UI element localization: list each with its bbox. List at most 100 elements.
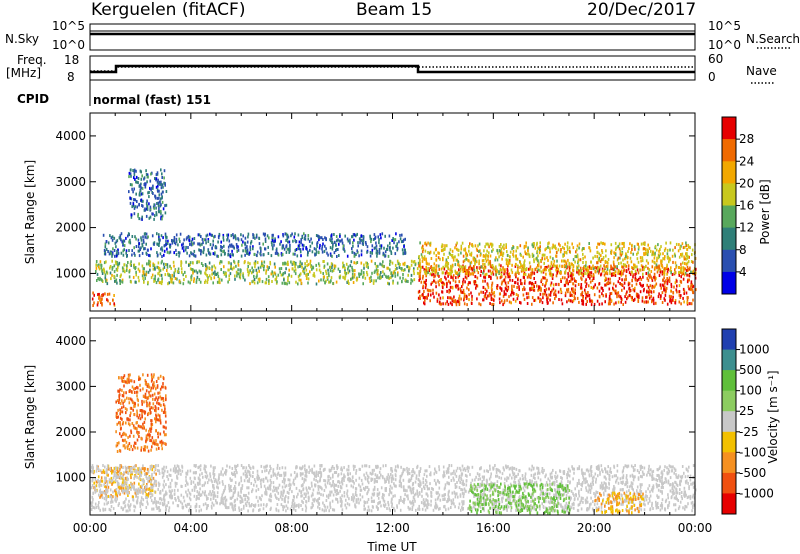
range-cell <box>549 269 552 273</box>
range-cell <box>252 279 255 283</box>
range-cell <box>605 254 607 258</box>
range-cell <box>460 265 463 269</box>
range-cell <box>498 270 500 274</box>
range-cell <box>635 282 638 286</box>
range-cell <box>529 281 531 285</box>
range-cell <box>482 290 484 294</box>
range-cell <box>142 498 145 502</box>
range-cell <box>427 293 430 297</box>
scatter-region-2 <box>128 168 168 221</box>
range-cell <box>117 263 120 267</box>
range-cell <box>385 247 388 251</box>
range-cell <box>207 238 210 241</box>
range-cell <box>552 245 555 249</box>
range-cell <box>97 293 99 297</box>
range-cell <box>114 254 116 258</box>
range-cell <box>346 254 349 258</box>
range-cell <box>364 276 367 280</box>
range-cell <box>548 268 550 272</box>
range-cell <box>157 431 160 435</box>
range-cell <box>456 271 459 275</box>
range-cell <box>104 479 106 483</box>
range-cell <box>136 421 138 424</box>
range-cell <box>423 268 426 272</box>
range-cell <box>121 417 123 421</box>
range-cell <box>687 255 689 259</box>
range-cell <box>124 446 126 450</box>
range-cell <box>583 265 586 269</box>
range-cell <box>366 273 369 277</box>
range-cell <box>148 404 151 408</box>
range-cell <box>425 260 428 264</box>
range-cell <box>331 254 333 258</box>
range-cell <box>390 252 393 255</box>
range-cell <box>360 261 363 265</box>
range-cell <box>148 216 151 220</box>
range-cell <box>485 253 487 257</box>
range-cell <box>378 241 380 245</box>
range-cell <box>143 469 146 473</box>
range-cell <box>148 202 150 206</box>
range-cell <box>596 245 598 249</box>
range-cell <box>672 248 674 252</box>
range-cell <box>484 273 486 277</box>
range-cell <box>457 495 459 499</box>
range-cell <box>447 256 449 259</box>
range-cell <box>652 484 655 488</box>
range-cell <box>566 278 568 282</box>
range-cell <box>362 282 364 286</box>
range-cell <box>600 254 602 258</box>
range-cell <box>188 239 191 243</box>
range-cell <box>572 287 574 291</box>
range-cell <box>129 414 131 418</box>
range-cell <box>146 384 149 388</box>
range-cell <box>572 290 575 294</box>
range-cell <box>553 259 556 263</box>
range-cell <box>295 248 298 251</box>
range-cell <box>508 295 510 299</box>
range-cell <box>292 261 295 265</box>
range-cell <box>150 373 153 377</box>
range-cell <box>467 259 469 263</box>
range-cell <box>437 256 440 260</box>
nsearch-label: N.Search <box>746 32 800 46</box>
range-cell <box>98 501 100 504</box>
range-cell <box>185 274 187 278</box>
range-cell <box>522 275 525 279</box>
range-cell <box>547 258 549 262</box>
range-cell <box>169 264 171 268</box>
range-cell <box>487 262 490 266</box>
range-cell <box>354 487 357 491</box>
range-cell <box>304 265 306 269</box>
range-cell <box>489 259 491 263</box>
range-cell <box>103 249 106 252</box>
range-cell <box>380 246 383 250</box>
range-cell <box>205 272 207 276</box>
range-cell <box>598 269 600 273</box>
range-cell <box>636 257 639 261</box>
colorbar-segment <box>722 139 736 162</box>
range-cell <box>589 249 592 253</box>
range-cell <box>347 265 350 269</box>
range-cell <box>157 184 159 188</box>
range-cell <box>330 262 333 266</box>
range-cell <box>113 302 115 306</box>
range-cell <box>151 393 154 397</box>
range-cell <box>368 276 371 280</box>
range-cell <box>101 479 104 483</box>
range-cell <box>125 268 128 272</box>
range-cell <box>121 388 123 392</box>
range-cell <box>157 277 160 281</box>
range-cell <box>572 268 574 272</box>
range-cell <box>283 278 285 282</box>
range-cell <box>469 252 471 256</box>
range-cell <box>141 192 144 196</box>
range-cell <box>385 275 388 279</box>
range-cell <box>275 247 278 251</box>
range-cell <box>649 284 652 288</box>
range-cell <box>423 257 426 261</box>
range-cell <box>409 507 411 511</box>
range-cell <box>353 273 356 277</box>
range-cell <box>635 292 638 296</box>
range-cell <box>589 271 591 275</box>
